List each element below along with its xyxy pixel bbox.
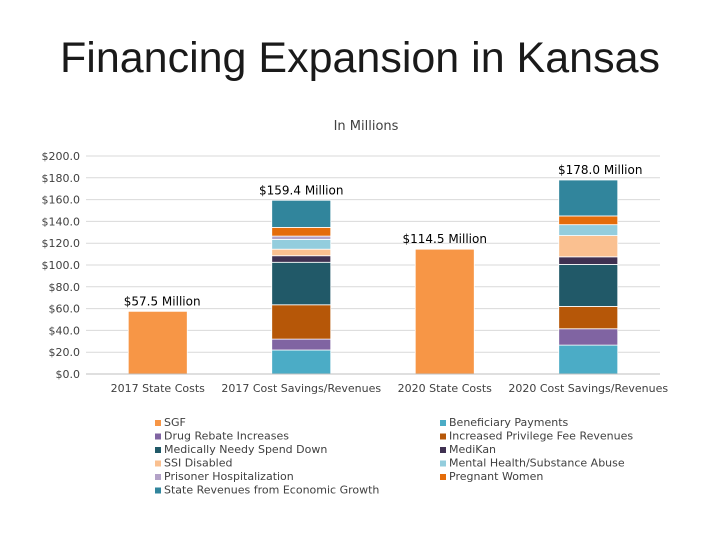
legend-label: Beneficiary Payments [449, 416, 569, 429]
y-tick-label: $60.0 [49, 303, 81, 316]
bar-segment [558, 256, 619, 265]
bar-segment [271, 304, 332, 340]
bar-segment [558, 179, 619, 217]
bar-segment [558, 224, 619, 236]
legend-label: Mental Health/Substance Abuse [449, 457, 625, 470]
legend-label: Drug Rebate Increases [164, 430, 289, 443]
x-category-label: 2017 State Costs [111, 382, 206, 395]
legend-swatch [440, 447, 446, 453]
x-category-label: 2017 Cost Savings/Revenues [221, 382, 381, 395]
legend-swatch [155, 487, 161, 494]
bar-total-annotation: $57.5 Million [124, 294, 201, 308]
x-category-label: 2020 State Costs [398, 382, 493, 395]
bar-segment [558, 264, 619, 307]
bar-segment [271, 235, 332, 240]
legend: SGF Beneficiary Payments Drug Rebate Incre… [155, 416, 633, 497]
bar-total-annotation: $178.0 Million [558, 163, 642, 177]
legend-label: Pregnant Women [449, 470, 543, 483]
bar-segment [127, 310, 188, 375]
y-tick-label: $20.0 [49, 346, 81, 359]
y-tick-label: $140.0 [42, 215, 81, 228]
bars [127, 179, 619, 375]
bar-segment [558, 215, 619, 226]
legend-swatch [155, 420, 161, 426]
y-tick-label: $160.0 [42, 194, 81, 207]
slide-title: Financing Expansion in Kansas [60, 34, 660, 82]
y-tick-label: $0.0 [56, 368, 81, 381]
legend-swatch [440, 474, 446, 480]
legend-swatch [155, 474, 161, 480]
bar-segment [271, 238, 332, 250]
bar-total-annotation: $114.5 Million [403, 232, 487, 246]
legend-label: Increased Privilege Fee Revenues [449, 430, 633, 443]
chart-subtitle: In Millions [334, 119, 399, 134]
legend-label: Medically Needy Spend Down [164, 443, 327, 456]
legend-swatch [155, 433, 161, 440]
legend-swatch [440, 433, 446, 440]
y-tick-label: $120.0 [42, 237, 81, 250]
bar-segment [558, 328, 619, 346]
bar-segment [271, 199, 332, 228]
legend-label: Prisoner Hospitalization [164, 470, 294, 483]
y-tick-label: $40.0 [49, 324, 81, 337]
legend-label: MediKan [449, 443, 496, 456]
bar-segment [271, 338, 332, 351]
x-category-label: 2020 Cost Savings/Revenues [508, 382, 668, 395]
bar-segment [558, 344, 619, 375]
legend-swatch [440, 460, 446, 467]
legend-label: State Revenues from Economic Growth [164, 484, 379, 497]
bar-segment [271, 255, 332, 263]
bar-total-annotation: $159.4 Million [259, 183, 343, 197]
bar-segment [558, 235, 619, 258]
legend-swatch [155, 460, 161, 467]
bar-segment [271, 248, 332, 257]
bar-segment [558, 306, 619, 330]
y-tick-label: $100.0 [42, 259, 81, 272]
y-tick-label: $180.0 [42, 172, 81, 185]
legend-swatch [155, 447, 161, 453]
y-axis: $0.0 $20.0 $40.0 $60.0 $80.0 $100.0 $120.0 $140… [42, 150, 81, 381]
legend-label: SGF [164, 416, 186, 429]
legend-label: SSI Disabled [164, 457, 233, 470]
y-tick-label: $200.0 [42, 150, 81, 163]
y-tick-label: $80.0 [49, 281, 81, 294]
x-axis: 2017 State Costs 2017 Cost Savings/Revenu… [86, 373, 668, 395]
annotations: $57.5 Million $159.4 Million $114.5 Millio… [124, 163, 643, 308]
bar-segment [414, 248, 475, 375]
bar-segment [271, 261, 332, 306]
bar-segment [271, 226, 332, 237]
bar-segment [271, 349, 332, 375]
legend-swatch [440, 420, 446, 426]
